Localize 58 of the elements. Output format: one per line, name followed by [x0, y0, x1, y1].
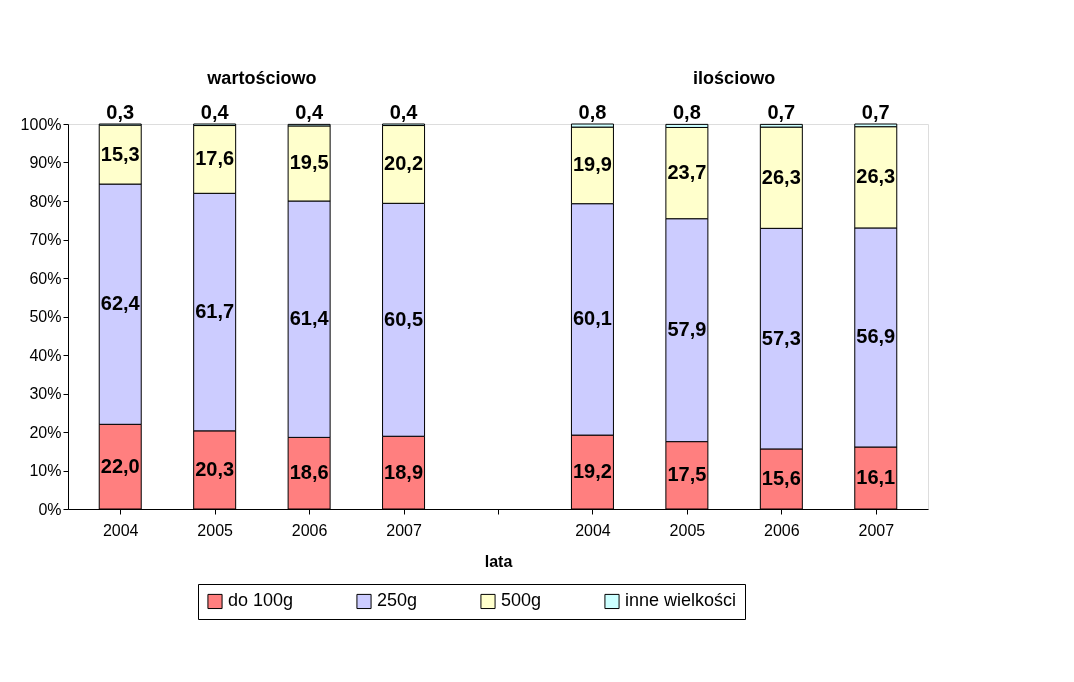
x-tick-label: 2004 [575, 521, 611, 539]
data-label: 17,6 [195, 147, 235, 170]
x-tick-label: 2006 [291, 521, 328, 539]
x-tick-label: 2005 [669, 521, 706, 539]
data-label: 18,6 [289, 461, 329, 484]
x-axis-title: lata [484, 552, 513, 570]
legend-label: inne wielkości [625, 590, 737, 611]
y-tick-label: 40% [29, 346, 62, 364]
data-label: 16,1 [856, 466, 896, 489]
x-tick-label: 2007 [858, 521, 895, 539]
data-label: 19,2 [572, 460, 612, 483]
data-label: 62,4 [100, 292, 141, 315]
data-label: 60,5 [384, 307, 424, 330]
y-tick-label: 80% [29, 192, 62, 210]
legend-label: 500g [501, 590, 542, 611]
data-label: 61,4 [289, 307, 330, 330]
data-label: 15,3 [100, 142, 140, 165]
data-label: 19,5 [289, 151, 329, 174]
data-label: 57,9 [667, 318, 707, 341]
y-tick-label: 70% [29, 231, 62, 248]
data-label: 0,4 [200, 101, 230, 123]
text: wartościowo [206, 68, 317, 88]
data-label: 20,3 [195, 457, 235, 480]
data-label: 60,1 [572, 307, 612, 330]
data-label: 0,3 [106, 101, 135, 123]
data-label: 23,7 [667, 161, 707, 184]
text: ilościowo [693, 68, 776, 88]
legend-label: 250g [377, 590, 418, 611]
data-label: 22,0 [100, 454, 140, 477]
y-tick-label: 20% [29, 423, 62, 441]
y-tick-label: 90% [29, 154, 62, 171]
data-label: 18,9 [384, 460, 424, 483]
data-label: 26,3 [856, 165, 896, 188]
data-label: 26,3 [761, 165, 801, 188]
y-tick-label: 0% [38, 500, 62, 518]
x-tick-label: 2007 [386, 521, 422, 539]
data-label: 0,8 [578, 101, 607, 123]
data-label: 61,7 [195, 300, 235, 323]
y-tick-label: 30% [29, 385, 62, 402]
data-label: 20,2 [384, 152, 424, 175]
x-tick-label: 2004 [102, 521, 139, 539]
x-tick-label: 2006 [764, 521, 800, 539]
legend-label: do 100g [228, 590, 294, 611]
x-tick-label: 2005 [197, 521, 234, 539]
data-label: 15,6 [761, 466, 801, 489]
y-tick-label: 10% [29, 462, 62, 479]
y-tick-label: 60% [29, 269, 62, 287]
data-label: 17,5 [667, 463, 707, 486]
data-label: 57,3 [761, 326, 801, 349]
data-label: 0,4 [295, 101, 324, 124]
y-tick-label: 50% [29, 308, 62, 325]
data-label: 0,7 [861, 101, 890, 123]
data-label: 19,9 [572, 153, 612, 176]
data-label: 0,4 [389, 101, 419, 123]
data-label: 0,8 [672, 101, 701, 124]
y-tick-label: 100% [20, 115, 62, 133]
data-label: 56,9 [856, 325, 896, 348]
data-label: 0,7 [767, 101, 796, 124]
